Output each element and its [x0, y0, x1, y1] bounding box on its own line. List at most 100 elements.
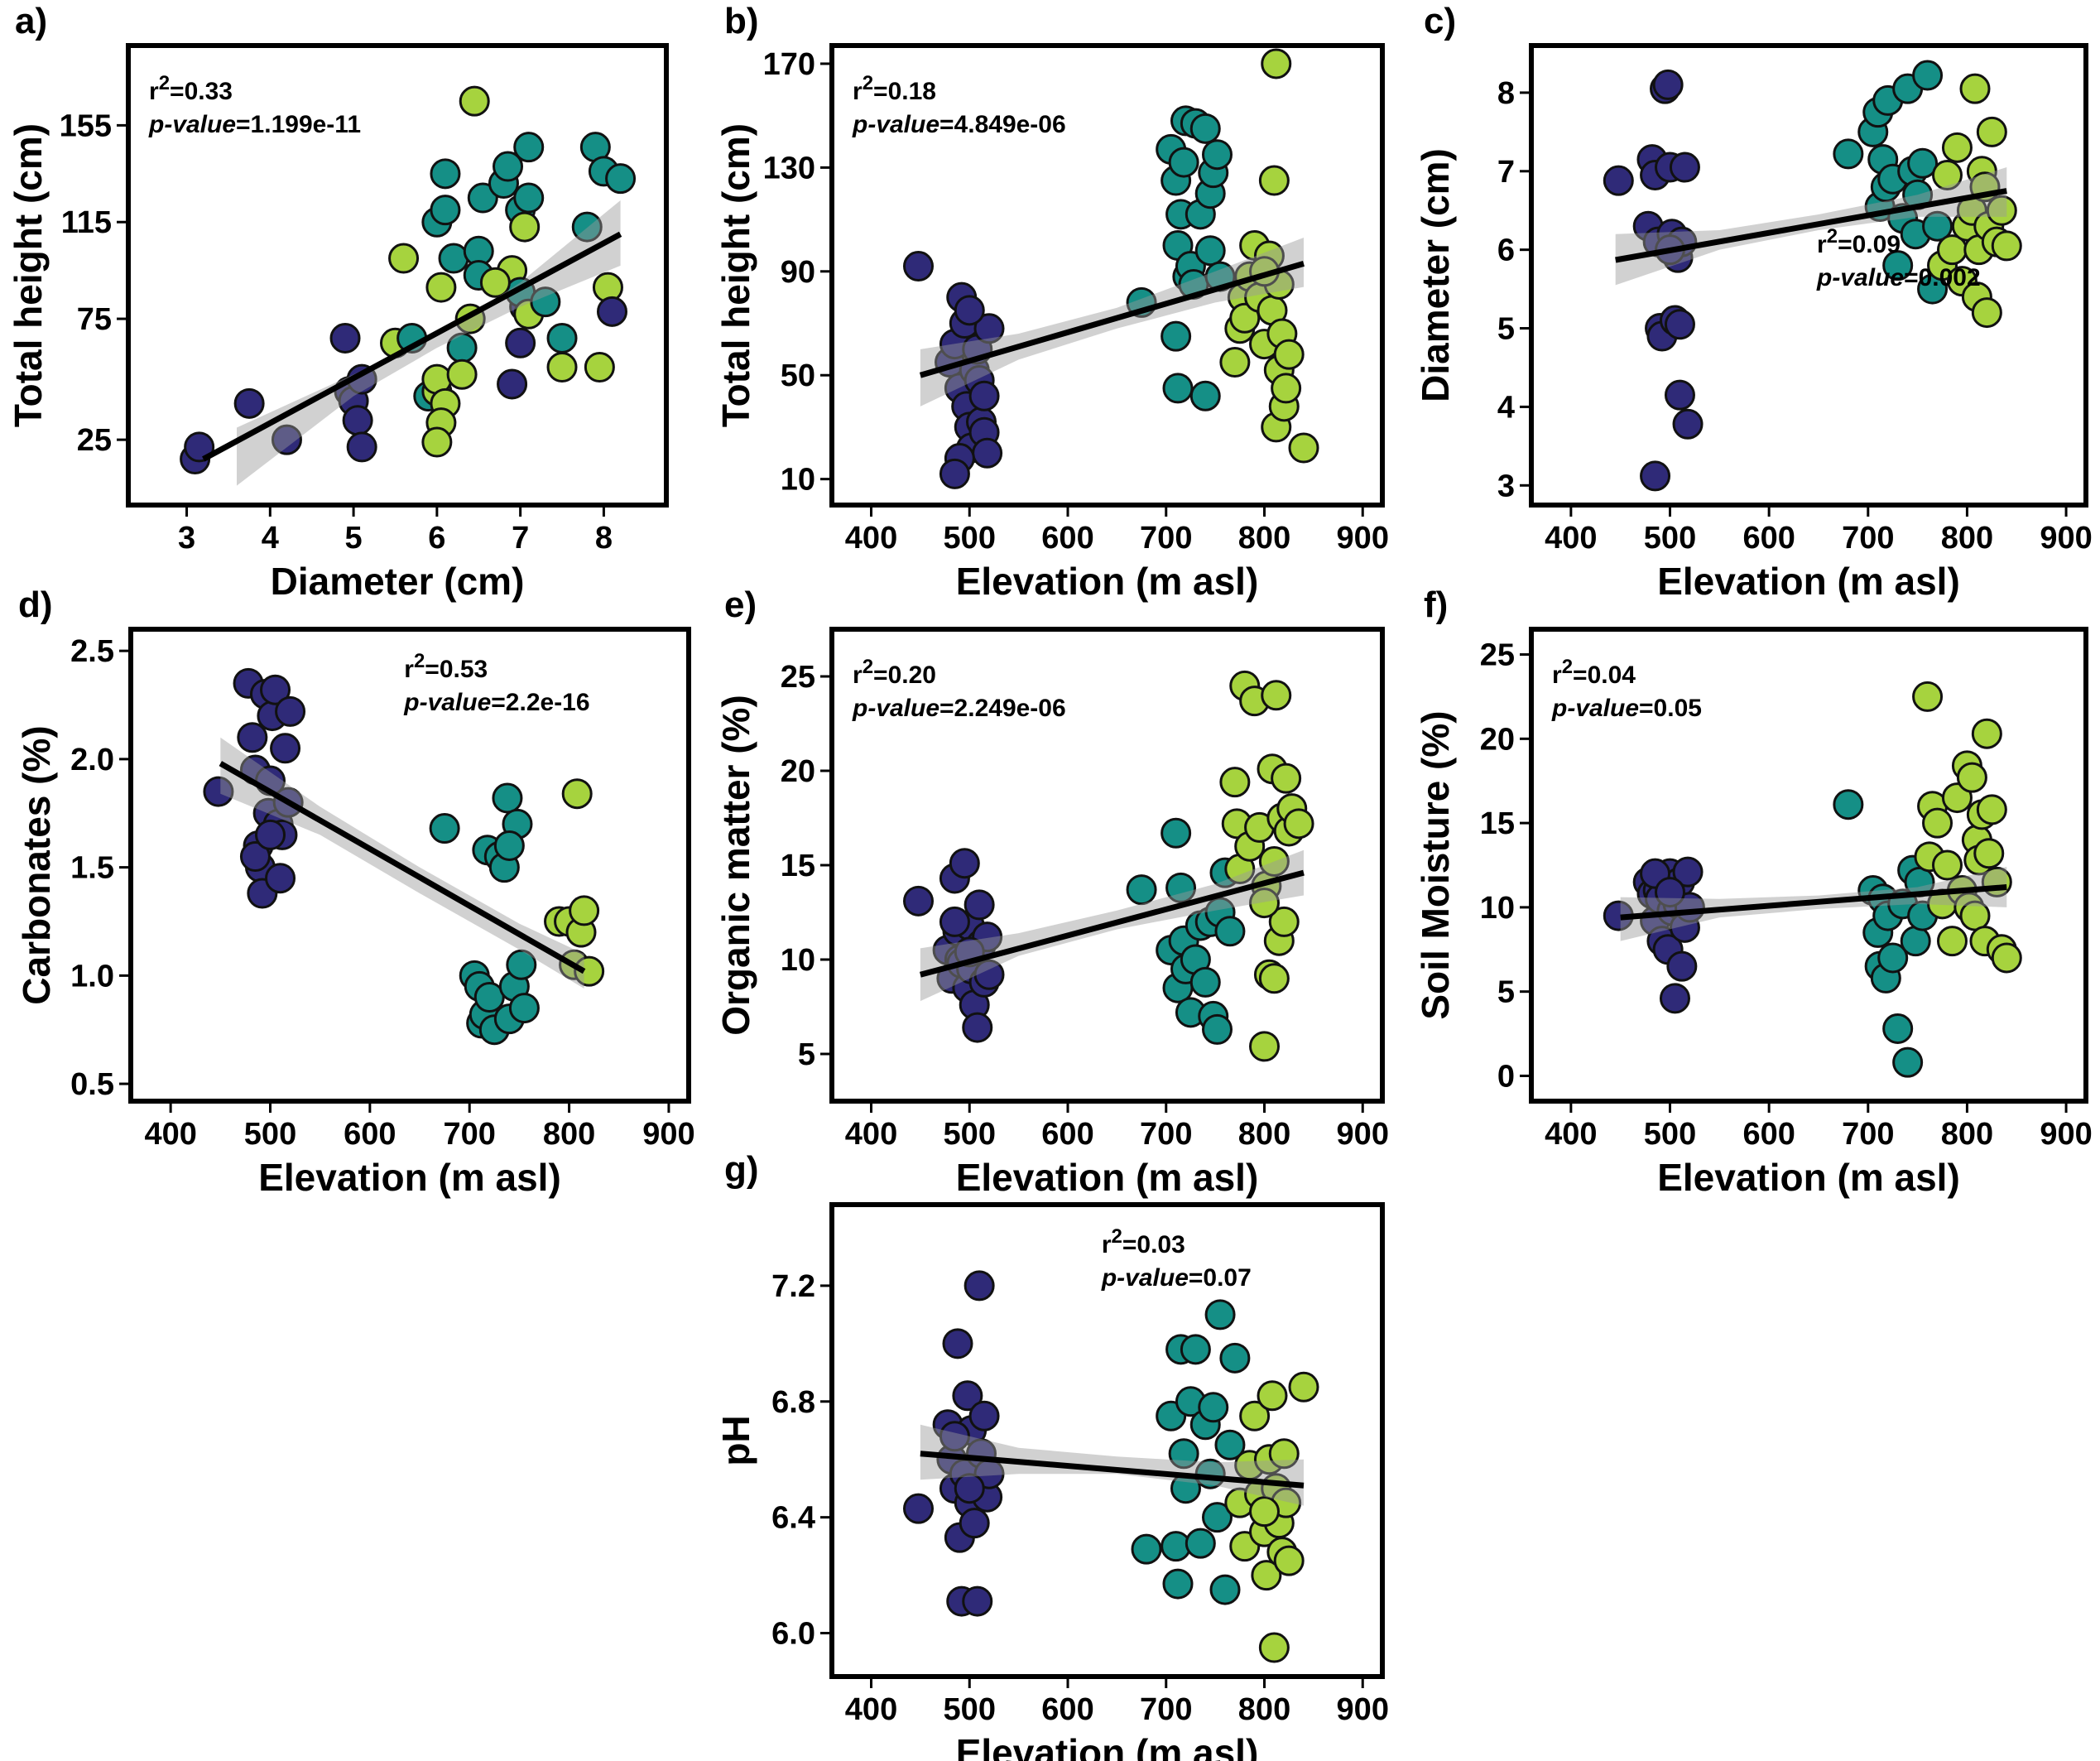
data-point: [1214, 916, 1246, 947]
data-point: [1932, 160, 1963, 191]
panel-label: d): [18, 585, 53, 625]
data-point: [429, 813, 460, 844]
panel-label: a): [15, 1, 47, 41]
data-point: [1189, 966, 1221, 998]
y-tick-label: 155: [60, 108, 112, 143]
y-tick-label: 0.5: [70, 1067, 114, 1102]
panel-label: f): [1424, 585, 1448, 625]
r-squared-annotation: r2=0.53: [404, 650, 488, 683]
data-point: [497, 368, 528, 400]
x-tick-label: 700: [1140, 1117, 1192, 1152]
data-point: [942, 1328, 973, 1359]
x-tick-label: 900: [1337, 521, 1389, 556]
y-axis-label: Soil Moisture (%): [1414, 710, 1457, 1019]
data-point: [509, 211, 541, 243]
data-point: [430, 195, 461, 226]
p-value-value: =2.249e-06: [939, 695, 1066, 722]
y-tick-label: 115: [61, 205, 112, 240]
y-tick-label: 2.5: [70, 634, 114, 669]
data-point: [1659, 983, 1690, 1014]
y-tick-label: 5: [1497, 975, 1515, 1010]
y-tick-label: 1.5: [70, 851, 114, 886]
data-point: [1971, 718, 2002, 749]
p-value-annotation: p-value=2.2e-16: [403, 689, 589, 716]
p-value-label: p-value: [148, 111, 236, 138]
data-point: [1273, 339, 1305, 370]
data-point: [329, 322, 361, 354]
data-point: [421, 426, 453, 458]
regression-line: [919, 261, 1305, 378]
y-tick-label: 25: [781, 660, 815, 695]
data-point: [493, 151, 524, 182]
data-point: [1288, 1371, 1319, 1403]
data-point: [1672, 408, 1704, 440]
p-value-value: =0.002: [1904, 264, 1981, 291]
data-point: [939, 1421, 970, 1452]
p-value-label: p-value: [852, 111, 939, 138]
y-tick-label: 1.0: [70, 959, 114, 994]
data-point: [508, 993, 540, 1024]
data-point: [233, 387, 265, 419]
x-tick-label: 500: [244, 1117, 296, 1152]
x-tick-label: 700: [1140, 521, 1192, 556]
data-point: [952, 1380, 983, 1412]
y-tick-label: 5: [798, 1037, 815, 1072]
data-point: [605, 163, 637, 195]
r-squared-annotation: r2=0.04: [1552, 656, 1636, 689]
data-point: [1991, 942, 2022, 974]
x-tick-label: 500: [944, 1692, 996, 1727]
data-point: [265, 863, 296, 894]
p-value-label: p-value: [852, 695, 939, 722]
x-tick-label: 900: [2040, 1117, 2092, 1152]
data-point: [584, 352, 615, 383]
data-point: [574, 955, 605, 987]
p-value-annotation: p-value=0.002: [1816, 264, 1981, 291]
regression-line: [919, 869, 1305, 978]
data-point: [1198, 1392, 1229, 1423]
data-point: [1202, 139, 1233, 171]
data-point: [184, 431, 215, 463]
panel-b: 400 500 600 700 800 900 10 50 90 130 170 Elevation …: [714, 1, 1389, 603]
x-tick-label: 700: [1140, 1692, 1192, 1727]
r2-superscript: 2: [863, 72, 873, 94]
data-point: [954, 295, 985, 326]
data-point: [1257, 1380, 1288, 1412]
data-point: [203, 776, 234, 807]
data-point: [1900, 926, 1931, 957]
data-point: [973, 313, 1005, 344]
y-tick-label: 15: [781, 849, 815, 883]
data-point: [1189, 113, 1221, 144]
data-point: [1189, 380, 1221, 411]
r2-prefix: r: [1817, 231, 1827, 258]
r2-prefix: r: [1102, 1231, 1112, 1258]
data-point: [964, 1270, 995, 1302]
y-axis-label: Total height (cm): [7, 123, 50, 427]
data-point: [546, 352, 578, 383]
x-axis-label: Elevation (m asl): [956, 560, 1259, 603]
p-value-value: =0.07: [1189, 1264, 1252, 1292]
data-point: [530, 286, 561, 318]
panel-label: c): [1424, 1, 1456, 41]
x-tick-label: 400: [1545, 521, 1597, 556]
data-point: [1892, 1046, 1924, 1078]
y-tick-label: 2.0: [70, 743, 114, 777]
r2-value: =0.53: [425, 656, 488, 683]
r-squared-annotation: r2=0.20: [853, 656, 936, 689]
y-axis-label: Organic matter (%): [714, 695, 757, 1036]
data-point: [1640, 460, 1671, 492]
data-point: [1229, 302, 1261, 334]
regression-line: [219, 761, 586, 974]
x-tick-label: 600: [1041, 1692, 1093, 1727]
data-point: [1268, 1438, 1300, 1470]
data-point: [1162, 1568, 1194, 1600]
x-tick-label: 900: [2040, 521, 2092, 556]
data-point: [513, 182, 545, 214]
p-value-label: p-value: [1816, 264, 1904, 291]
x-tick-label: 900: [1337, 1117, 1389, 1152]
data-point: [1258, 845, 1290, 877]
data-point: [1219, 347, 1251, 378]
data-point: [270, 733, 301, 764]
plot-frame: [1529, 43, 2088, 508]
panel-f: 400 500 600 700 800 900 0 5 10 15 20 25 Elevation (m…: [1414, 585, 2093, 1199]
data-point: [1664, 309, 1695, 340]
